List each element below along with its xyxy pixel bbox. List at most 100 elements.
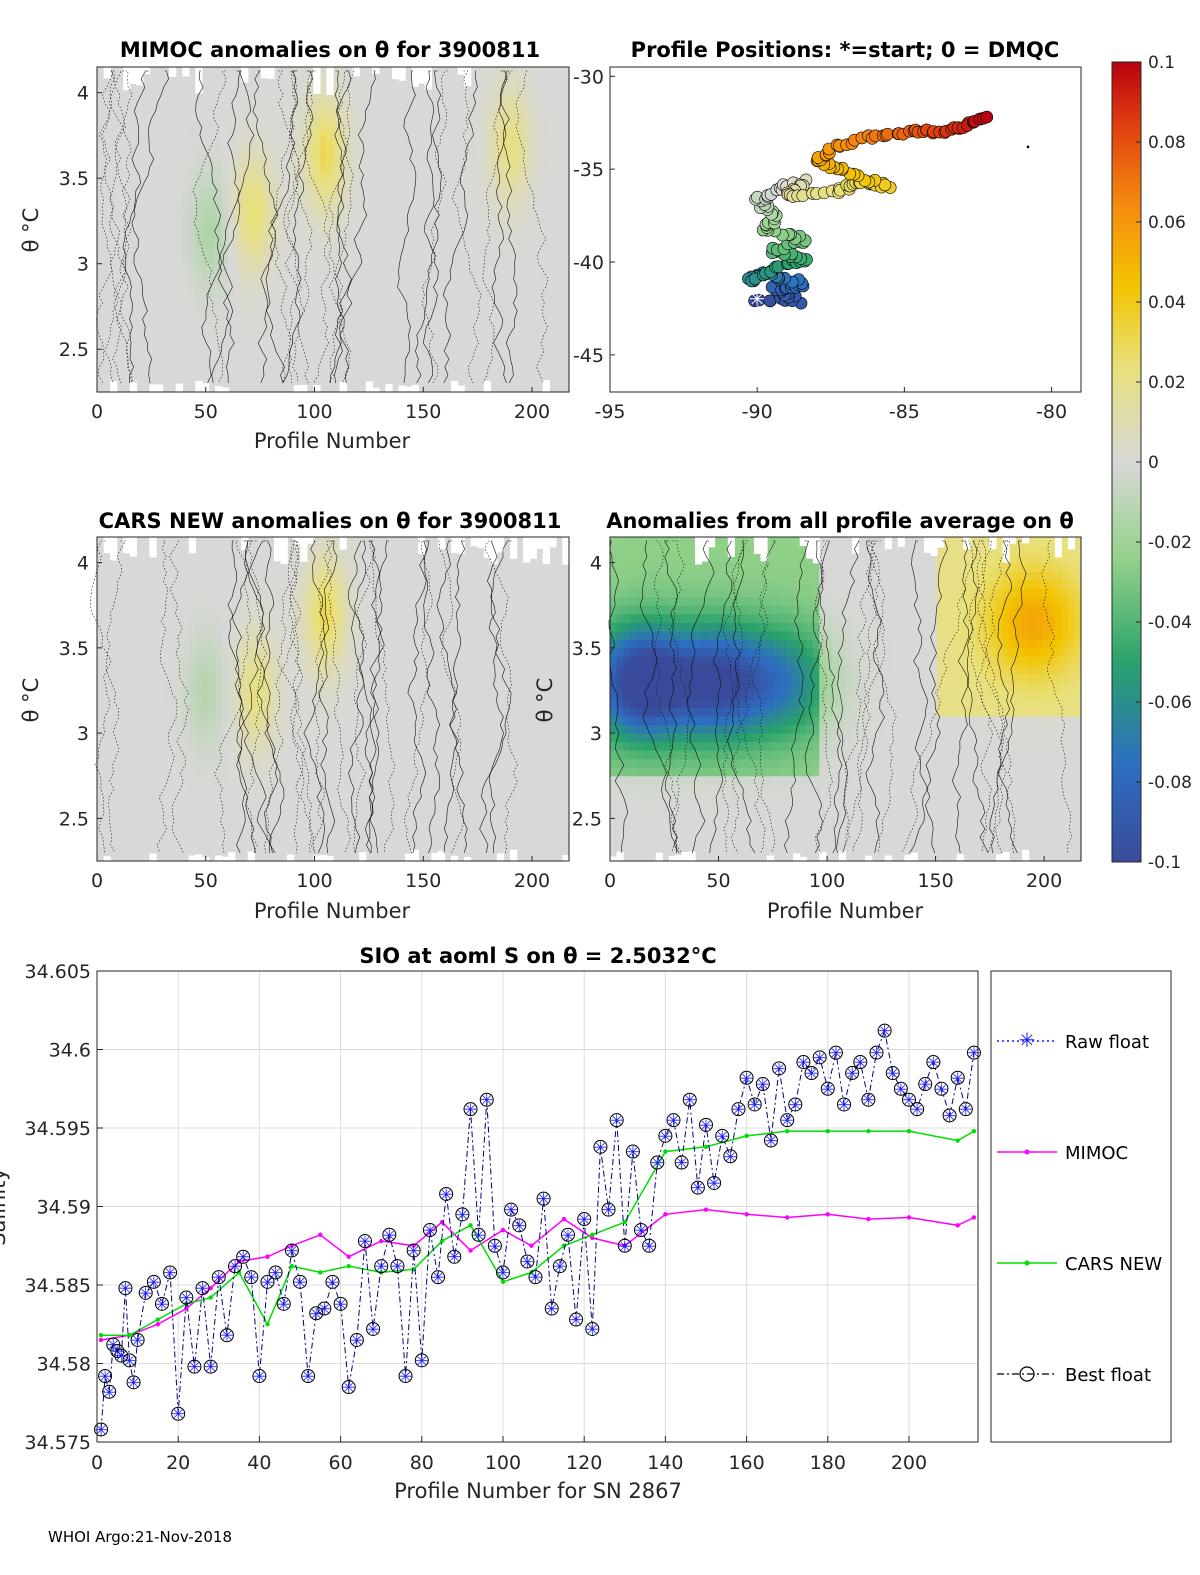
heatmap-cell (437, 126, 446, 137)
heatmap-cell (496, 272, 505, 282)
heatmap-cell (293, 605, 301, 615)
heatmap-cell (398, 297, 406, 308)
heatmap-cell (300, 801, 308, 811)
heatmap-cell (182, 366, 190, 376)
heatmap-cell (398, 255, 406, 265)
heatmap-cell (346, 383, 354, 393)
heatmap-cell (510, 289, 518, 299)
heatmap-cell (254, 144, 262, 154)
heatmap-cell (372, 75, 380, 85)
heatmap-cell (287, 263, 295, 273)
no-data-gap (542, 380, 550, 393)
heatmap-cell (490, 229, 498, 239)
heatmap-cell (287, 126, 295, 137)
heatmap-cell (260, 220, 269, 231)
heatmap-cell (365, 289, 373, 299)
heatmap-cell (385, 306, 393, 316)
heatmap-cell (378, 92, 387, 102)
heatmap-cell (221, 613, 229, 623)
heatmap-cell (175, 203, 183, 213)
heatmap-cell (260, 630, 269, 640)
no-data-gap (300, 384, 308, 397)
heatmap-cell (228, 784, 236, 794)
heatmap-cell (274, 84, 282, 94)
heatmap-cell (149, 801, 157, 811)
heatmap-cell (300, 588, 308, 598)
heatmap-cell (254, 332, 262, 342)
heatmap-cell (378, 707, 387, 717)
heatmap-cell (182, 280, 190, 290)
heatmap-cell (234, 272, 242, 282)
heatmap-cell (536, 315, 544, 325)
heatmap-cell (136, 169, 144, 179)
heatmap-cell (274, 263, 282, 273)
heatmap-cell (346, 186, 354, 196)
heatmap-cell (260, 229, 269, 239)
heatmap-cell (97, 203, 105, 213)
heatmap-cell (392, 545, 400, 555)
heatmap-cell (136, 323, 144, 333)
heatmap-cell (562, 109, 570, 119)
heatmap-cell (123, 852, 131, 862)
heatmap-cell (562, 255, 570, 265)
heatmap-cell (523, 289, 531, 299)
heatmap-cell (359, 357, 367, 367)
heatmap-cell (378, 212, 387, 222)
heatmap-cell (339, 238, 347, 248)
heatmap-cell (346, 332, 354, 342)
heatmap-cell (536, 289, 544, 299)
heatmap-cell (437, 67, 446, 77)
heatmap-cell (372, 118, 380, 128)
heatmap-cell (228, 92, 236, 102)
heatmap-cell (287, 135, 295, 145)
heatmap-cell (241, 92, 249, 102)
heatmap-cell (228, 152, 236, 162)
heatmap-cell (234, 186, 242, 196)
heatmap-cell (464, 280, 472, 290)
heatmap-cell (274, 596, 282, 606)
heatmap-cell (103, 84, 111, 94)
heatmap-cell (510, 272, 518, 282)
heatmap-cell (142, 238, 151, 248)
heatmap-cell (503, 186, 511, 196)
heatmap-cell (254, 357, 262, 367)
y-tick-label: 3 (77, 254, 89, 276)
heatmap-cell (431, 289, 439, 299)
heatmap-cell (346, 178, 354, 188)
heatmap-cell (116, 767, 124, 777)
heatmap-cell (300, 571, 308, 581)
heatmap-cell (123, 741, 131, 751)
heatmap-cell (483, 357, 491, 367)
heatmap-cell (523, 109, 531, 119)
heatmap-cell (182, 75, 190, 85)
heatmap-cell (306, 357, 314, 367)
heatmap-cell (352, 212, 360, 222)
heatmap-cell (162, 537, 170, 547)
heatmap-cell (490, 246, 498, 256)
heatmap-cell (555, 238, 564, 248)
heatmap-cell (385, 203, 393, 213)
heatmap-cell (267, 289, 275, 299)
heatmap-cell (201, 571, 210, 581)
heatmap-cell (221, 562, 229, 572)
heatmap-cell (215, 263, 223, 273)
heatmap-cell (470, 161, 478, 171)
heatmap-cell (195, 203, 203, 213)
heatmap-cell (142, 562, 151, 572)
heatmap-cell (378, 792, 387, 802)
heatmap-cell (365, 340, 373, 350)
heatmap-cell (346, 357, 354, 367)
heatmap-cell (260, 238, 269, 248)
heatmap-cell (352, 109, 360, 119)
heatmap-cell (208, 656, 216, 666)
heatmap-cell (103, 152, 111, 162)
heatmap-cell (444, 255, 452, 265)
heatmap-cell (142, 835, 151, 845)
heatmap-cell (274, 843, 282, 853)
heatmap-cell (326, 596, 334, 606)
heatmap-cell (156, 178, 164, 188)
heatmap-cell (182, 349, 190, 359)
heatmap-cell (267, 203, 275, 213)
heatmap-cell (464, 255, 472, 265)
heatmap-cell (188, 681, 196, 691)
